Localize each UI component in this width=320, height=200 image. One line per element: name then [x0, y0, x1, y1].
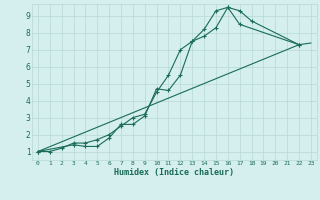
- X-axis label: Humidex (Indice chaleur): Humidex (Indice chaleur): [115, 168, 234, 177]
